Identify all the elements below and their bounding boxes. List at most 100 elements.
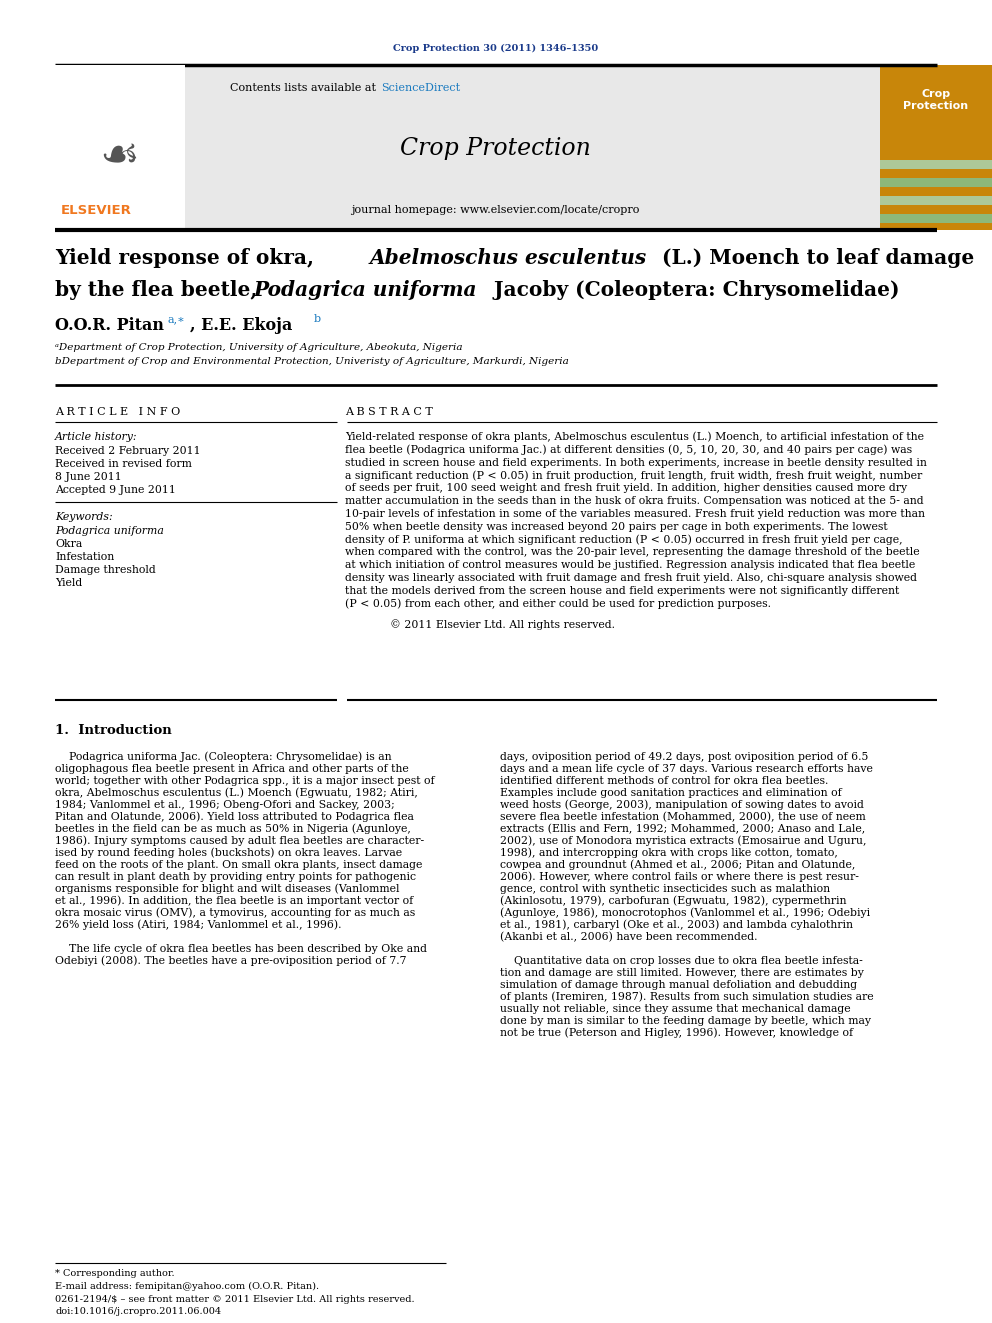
- Bar: [55, 65, 185, 230]
- Text: Crop
Protection: Crop Protection: [904, 89, 968, 111]
- Text: et al., 1996). In addition, the flea beetle is an important vector of: et al., 1996). In addition, the flea bee…: [55, 896, 414, 906]
- Text: a,∗: a,∗: [168, 314, 186, 324]
- Text: Keywords:: Keywords:: [55, 512, 113, 523]
- Text: © 2011 Elsevier Ltd. All rights reserved.: © 2011 Elsevier Ltd. All rights reserved…: [390, 619, 615, 630]
- Text: severe flea beetle infestation (Mohammed, 2000), the use of neem: severe flea beetle infestation (Mohammed…: [500, 812, 866, 822]
- Bar: [880, 65, 992, 230]
- Text: E-mail address: femipitan@yahoo.com (O.O.R. Pitan).: E-mail address: femipitan@yahoo.com (O.O…: [55, 1282, 319, 1290]
- Text: tion and damage are still limited. However, there are estimates by: tion and damage are still limited. Howev…: [500, 968, 864, 978]
- Text: Article history:: Article history:: [55, 433, 138, 442]
- Text: oligophagous flea beetle present in Africa and other parts of the: oligophagous flea beetle present in Afri…: [55, 763, 409, 774]
- Text: feed on the roots of the plant. On small okra plants, insect damage: feed on the roots of the plant. On small…: [55, 860, 423, 871]
- Text: ᵃDepartment of Crop Protection, University of Agriculture, Abeokuta, Nigeria: ᵃDepartment of Crop Protection, Universi…: [55, 344, 462, 352]
- Text: 1998), and intercropping okra with crops like cotton, tomato,: 1998), and intercropping okra with crops…: [500, 848, 838, 859]
- Text: 50% when beetle density was increased beyond 20 pairs per cage in both experimen: 50% when beetle density was increased be…: [345, 521, 888, 532]
- Text: Pitan and Olatunde, 2006). Yield loss attributed to Podagrica flea: Pitan and Olatunde, 2006). Yield loss at…: [55, 812, 414, 823]
- Text: Contents lists available at: Contents lists available at: [230, 83, 380, 93]
- Text: Yield: Yield: [55, 578, 82, 587]
- Text: , E.E. Ekoja: , E.E. Ekoja: [190, 316, 293, 333]
- Text: doi:10.1016/j.cropro.2011.06.004: doi:10.1016/j.cropro.2011.06.004: [55, 1307, 221, 1316]
- Text: flea beetle (Podagrica uniforma Jac.) at different densities (0, 5, 10, 20, 30, : flea beetle (Podagrica uniforma Jac.) at…: [345, 445, 912, 455]
- Text: (Akanbi et al., 2006) have been recommended.: (Akanbi et al., 2006) have been recommen…: [500, 931, 758, 942]
- Text: density was linearly associated with fruit damage and fresh fruit yield. Also, c: density was linearly associated with fru…: [345, 573, 917, 583]
- Text: can result in plant death by providing entry points for pathogenic: can result in plant death by providing e…: [55, 872, 416, 882]
- Text: matter accumulation in the seeds than in the husk of okra fruits. Compensation w: matter accumulation in the seeds than in…: [345, 496, 924, 505]
- Text: (Agunloye, 1986), monocrotophos (Vanlommel et al., 1996; Odebiyi: (Agunloye, 1986), monocrotophos (Vanlomm…: [500, 908, 870, 918]
- Text: 26% yield loss (Atiri, 1984; Vanlommel et al., 1996).: 26% yield loss (Atiri, 1984; Vanlommel e…: [55, 919, 341, 930]
- Text: world; together with other Podagrica spp., it is a major insect pest of: world; together with other Podagrica spp…: [55, 777, 434, 786]
- Text: 2006). However, where control fails or where there is pest resur-: 2006). However, where control fails or w…: [500, 872, 859, 882]
- Text: ScienceDirect: ScienceDirect: [381, 83, 460, 93]
- Text: journal homepage: www.elsevier.com/locate/cropro: journal homepage: www.elsevier.com/locat…: [351, 205, 639, 216]
- Text: 1984; Vanlommel et al., 1996; Obeng-Ofori and Sackey, 2003;: 1984; Vanlommel et al., 1996; Obeng-Ofor…: [55, 800, 395, 810]
- Text: 2002), use of Monodora myristica extracts (Emosairue and Uguru,: 2002), use of Monodora myristica extract…: [500, 836, 866, 847]
- Text: Accepted 9 June 2011: Accepted 9 June 2011: [55, 486, 176, 495]
- Text: 10-pair levels of infestation in some of the variables measured. Fresh fruit yie: 10-pair levels of infestation in some of…: [345, 509, 925, 519]
- Bar: [880, 169, 992, 179]
- Text: * Corresponding author.: * Corresponding author.: [55, 1269, 175, 1278]
- Text: organisms responsible for blight and wilt diseases (Vanlommel: organisms responsible for blight and wil…: [55, 884, 400, 894]
- Text: Yield-related response of okra plants, Abelmoschus esculentus (L.) Moench, to ar: Yield-related response of okra plants, A…: [345, 431, 924, 442]
- Text: Podagrica uniforma: Podagrica uniforma: [253, 280, 476, 300]
- Text: 0261-2194/$ – see front matter © 2011 Elsevier Ltd. All rights reserved.: 0261-2194/$ – see front matter © 2011 El…: [55, 1294, 415, 1303]
- Text: Examples include good sanitation practices and elimination of: Examples include good sanitation practic…: [500, 789, 842, 798]
- Text: of seeds per fruit, 100 seed weight and fresh fruit yield. In addition, higher d: of seeds per fruit, 100 seed weight and …: [345, 483, 907, 493]
- Text: identified different methods of control for okra flea beetles.: identified different methods of control …: [500, 777, 828, 786]
- Text: weed hosts (George, 2003), manipulation of sowing dates to avoid: weed hosts (George, 2003), manipulation …: [500, 799, 864, 810]
- Bar: [880, 214, 992, 224]
- Text: Abelmoschus esculentus: Abelmoschus esculentus: [370, 247, 647, 269]
- Text: simulation of damage through manual defoliation and debudding: simulation of damage through manual defo…: [500, 980, 857, 990]
- Text: Jacoby (Coleoptera: Chrysomelidae): Jacoby (Coleoptera: Chrysomelidae): [487, 280, 900, 300]
- Text: Received 2 February 2011: Received 2 February 2011: [55, 446, 200, 456]
- Bar: [60, 101, 178, 216]
- Text: ELSEVIER: ELSEVIER: [61, 204, 131, 217]
- Text: A B S T R A C T: A B S T R A C T: [345, 407, 433, 417]
- Text: Odebiyi (2008). The beetles have a pre-oviposition period of 7.7: Odebiyi (2008). The beetles have a pre-o…: [55, 955, 407, 966]
- Text: of plants (Iremiren, 1987). Results from such simulation studies are: of plants (Iremiren, 1987). Results from…: [500, 992, 874, 1003]
- Text: et al., 1981), carbaryl (Oke et al., 2003) and lambda cyhalothrin: et al., 1981), carbaryl (Oke et al., 200…: [500, 919, 853, 930]
- Text: Infestation: Infestation: [55, 552, 114, 562]
- Text: Podagrica uniforma Jac. (Coleoptera: Chrysomelidae) is an: Podagrica uniforma Jac. (Coleoptera: Chr…: [55, 751, 392, 762]
- Text: a significant reduction (P < 0.05) in fruit production, fruit length, fruit widt: a significant reduction (P < 0.05) in fr…: [345, 470, 923, 480]
- Bar: [880, 160, 992, 169]
- Text: not be true (Peterson and Higley, 1996). However, knowledge of: not be true (Peterson and Higley, 1996).…: [500, 1028, 853, 1039]
- Text: that the models derived from the screen house and field experiments were not sig: that the models derived from the screen …: [345, 586, 900, 595]
- Text: gence, control with synthetic insecticides such as malathion: gence, control with synthetic insecticid…: [500, 884, 830, 894]
- Bar: [880, 196, 992, 205]
- Text: days, oviposition period of 49.2 days, post oviposition period of 6.5: days, oviposition period of 49.2 days, p…: [500, 751, 868, 762]
- Text: Received in revised form: Received in revised form: [55, 459, 191, 468]
- Text: okra mosaic virus (OMV), a tymovirus, accounting for as much as: okra mosaic virus (OMV), a tymovirus, ac…: [55, 908, 416, 918]
- Text: b: b: [314, 314, 321, 324]
- Text: 1.  Introduction: 1. Introduction: [55, 724, 172, 737]
- Text: (P < 0.05) from each other, and either could be used for prediction purposes.: (P < 0.05) from each other, and either c…: [345, 598, 771, 609]
- Text: when compared with the control, was the 20-pair level, representing the damage t: when compared with the control, was the …: [345, 548, 920, 557]
- Bar: [880, 187, 992, 196]
- Text: density of P. uniforma at which significant reduction (P < 0.05) occurred in fre: density of P. uniforma at which signific…: [345, 534, 903, 545]
- Text: okra, Abelmoschus esculentus (L.) Moench (Egwuatu, 1982; Atiri,: okra, Abelmoschus esculentus (L.) Moench…: [55, 787, 418, 798]
- Text: at which initiation of control measures would be justified. Regression analysis : at which initiation of control measures …: [345, 560, 916, 570]
- Text: Damage threshold: Damage threshold: [55, 565, 156, 576]
- Text: extracts (Ellis and Fern, 1992; Mohammed, 2000; Anaso and Lale,: extracts (Ellis and Fern, 1992; Mohammed…: [500, 824, 865, 835]
- Text: Crop Protection: Crop Protection: [400, 136, 590, 160]
- Text: days and a mean life cycle of 37 days. Various research efforts have: days and a mean life cycle of 37 days. V…: [500, 763, 873, 774]
- Bar: [880, 179, 992, 187]
- Text: Crop Protection 30 (2011) 1346–1350: Crop Protection 30 (2011) 1346–1350: [394, 44, 598, 53]
- Text: ised by round feeding holes (buckshots) on okra leaves. Larvae: ised by round feeding holes (buckshots) …: [55, 848, 402, 859]
- Text: (L.) Moench to leaf damage: (L.) Moench to leaf damage: [655, 247, 974, 269]
- Text: cowpea and groundnut (Ahmed et al., 2006; Pitan and Olatunde,: cowpea and groundnut (Ahmed et al., 2006…: [500, 860, 855, 871]
- Text: beetles in the field can be as much as 50% in Nigeria (Agunloye,: beetles in the field can be as much as 5…: [55, 824, 411, 835]
- Text: The life cycle of okra flea beetles has been described by Oke and: The life cycle of okra flea beetles has …: [55, 945, 427, 954]
- Text: bDepartment of Crop and Environmental Protection, Univeristy of Agriculture, Mar: bDepartment of Crop and Environmental Pr…: [55, 357, 568, 366]
- Text: Yield response of okra,: Yield response of okra,: [55, 247, 321, 269]
- Text: O.O.R. Pitan: O.O.R. Pitan: [55, 316, 164, 333]
- Text: Okra: Okra: [55, 538, 82, 549]
- Text: studied in screen house and field experiments. In both experiments, increase in : studied in screen house and field experi…: [345, 458, 927, 467]
- Bar: [880, 205, 992, 214]
- Text: by the flea beetle,: by the flea beetle,: [55, 280, 265, 300]
- Text: A R T I C L E   I N F O: A R T I C L E I N F O: [55, 407, 181, 417]
- Text: Quantitative data on crop losses due to okra flea beetle infesta-: Quantitative data on crop losses due to …: [500, 957, 863, 966]
- Text: Podagrica uniforma: Podagrica uniforma: [55, 527, 164, 536]
- Bar: [55, 65, 880, 230]
- Text: 8 June 2011: 8 June 2011: [55, 472, 122, 482]
- Text: usually not reliable, since they assume that mechanical damage: usually not reliable, since they assume …: [500, 1004, 850, 1013]
